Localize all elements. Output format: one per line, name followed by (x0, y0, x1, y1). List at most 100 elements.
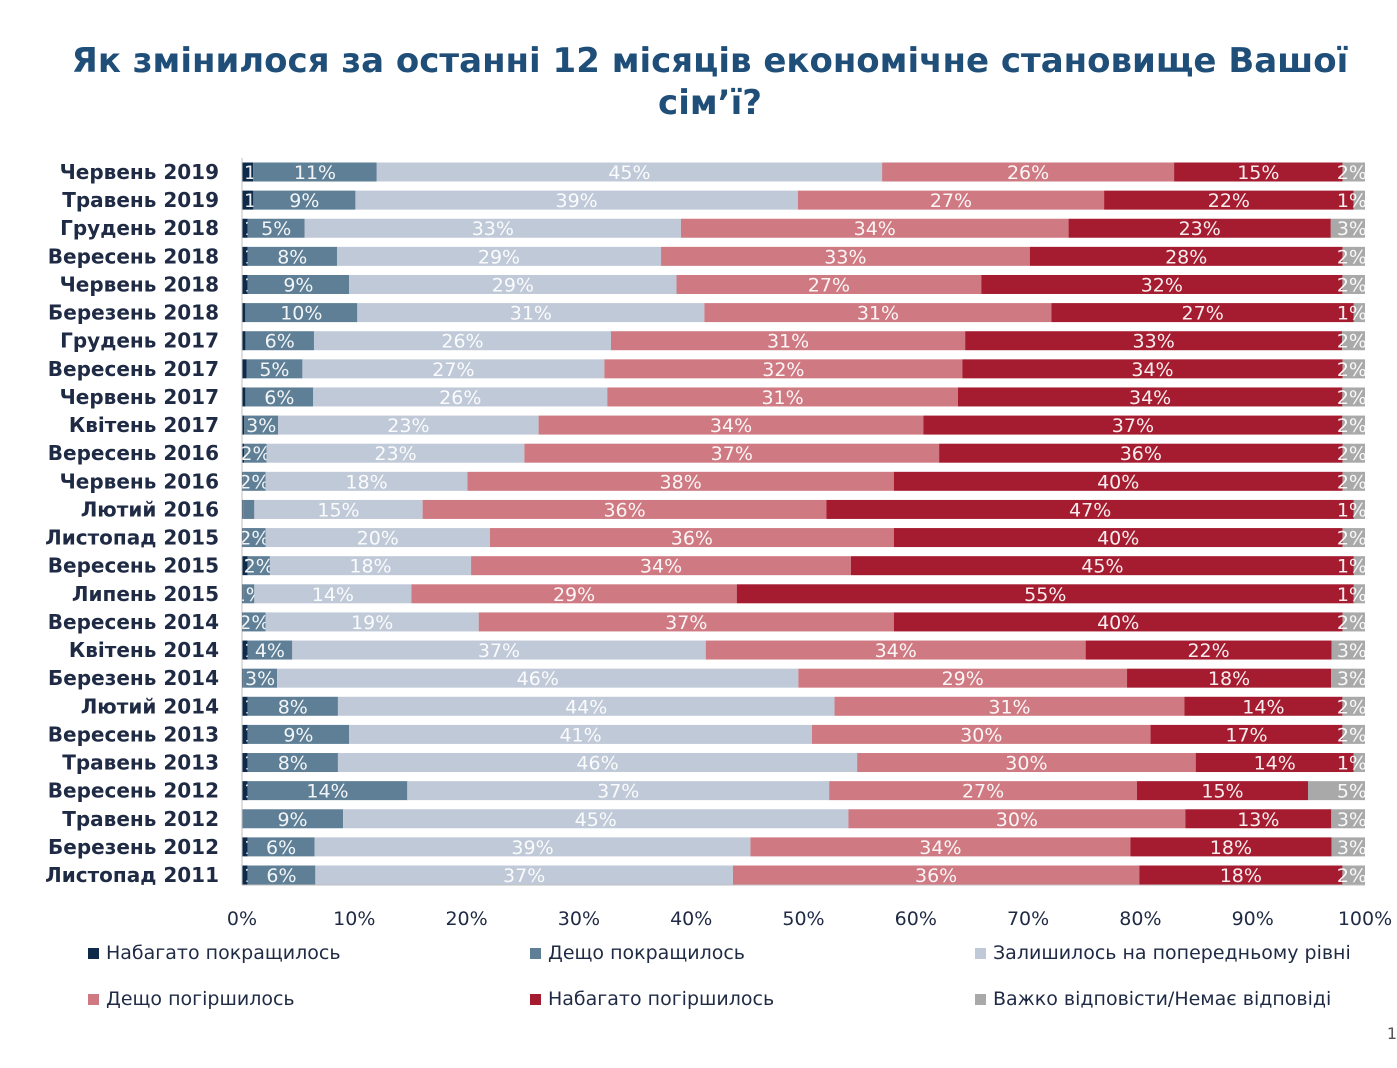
x-tick-label: 10% (333, 908, 375, 930)
data-label: 2% (1337, 865, 1367, 887)
data-label: 45% (608, 162, 650, 184)
bar-segment (1331, 809, 1365, 829)
data-label: 2% (1337, 612, 1367, 634)
bar-segment (315, 865, 733, 885)
bar-segment (242, 640, 248, 660)
data-label: 31% (761, 387, 803, 409)
data-label: 29% (553, 584, 595, 606)
bar-segment (242, 359, 247, 379)
bar-segment (242, 865, 248, 885)
data-label: 2% (1337, 246, 1367, 268)
data-label: 14% (1242, 696, 1284, 718)
data-label: 3% (1337, 809, 1367, 831)
bar-segment (242, 218, 248, 238)
bar-segment (811, 724, 1151, 744)
data-label: 18% (345, 471, 387, 493)
bar-segment (1353, 584, 1365, 604)
data-label: 2% (1337, 359, 1367, 381)
bar-segment (247, 781, 408, 801)
data-label: 27% (930, 190, 972, 212)
data-label: 14% (1254, 753, 1296, 775)
bar-segment (1068, 218, 1331, 238)
data-label: 1% (1337, 584, 1367, 606)
bar-segment (243, 528, 266, 548)
bar-segment (349, 724, 812, 744)
bar-segment (981, 274, 1343, 294)
page-number: 1 (1386, 1024, 1397, 1043)
bar-segment (1127, 668, 1332, 688)
bar-segment (247, 274, 350, 294)
bar-segment (314, 837, 751, 857)
bar-segment (266, 443, 525, 463)
bar-segment (242, 387, 246, 407)
bar-segment (253, 162, 377, 182)
bar-segment (893, 528, 1343, 548)
bar-segment (1342, 865, 1365, 885)
data-label: 34% (875, 640, 917, 662)
bar-segment (1342, 274, 1365, 294)
bar-segment (242, 415, 245, 435)
bar-segment (242, 837, 248, 857)
data-label: 3% (1337, 837, 1367, 859)
data-label: 26% (441, 331, 483, 353)
bar-segment (524, 443, 940, 463)
bar-segment (247, 753, 338, 773)
category-label: Листопад 2011 (45, 863, 219, 887)
bar-segment (242, 246, 248, 266)
bar-segment (247, 724, 350, 744)
data-label: 2% (1337, 696, 1367, 718)
bar-segment (538, 415, 924, 435)
category-label: Грудень 2018 (60, 216, 219, 240)
data-label: 33% (824, 246, 866, 268)
bar-segment (411, 584, 737, 604)
bar-segment (893, 471, 1343, 491)
bar-segment (242, 443, 245, 463)
data-label: 31% (510, 303, 552, 325)
data-label: 34% (854, 218, 896, 240)
bar-segment (302, 359, 605, 379)
bar-segment (1029, 246, 1343, 266)
bar-segment (1195, 753, 1354, 773)
data-label: 4% (255, 640, 285, 662)
category-label: Травень 2019 (62, 188, 219, 212)
bar-segment (243, 612, 266, 632)
data-label: 27% (808, 274, 850, 296)
bar-segment (1342, 696, 1365, 716)
bar-segment (732, 865, 1140, 885)
bar-segment (243, 471, 266, 491)
data-label: 2% (239, 612, 269, 634)
data-label: 20% (357, 528, 399, 550)
category-label: Березень 2012 (48, 835, 219, 859)
data-label: 3% (1337, 640, 1367, 662)
bar-segment (1353, 303, 1365, 323)
data-label: 37% (711, 443, 753, 465)
bar-segment (1174, 162, 1343, 182)
bar-segment (245, 387, 314, 407)
data-label: 2% (1337, 274, 1367, 296)
data-label: 37% (597, 781, 639, 803)
data-label: 6% (264, 387, 294, 409)
bar-segment (304, 218, 681, 238)
bar-segment (489, 528, 894, 548)
bar-segment (848, 809, 1186, 829)
bar-segment (604, 359, 963, 379)
bar-segment (277, 668, 799, 688)
category-label: Листопад 2015 (45, 526, 219, 550)
data-label: 37% (503, 865, 545, 887)
data-label: 40% (1097, 528, 1139, 550)
bar-segment (1342, 387, 1365, 407)
data-label: 18% (1210, 837, 1252, 859)
data-label: 15% (317, 499, 359, 521)
category-label: Травень 2013 (62, 751, 219, 775)
data-label: 29% (492, 274, 534, 296)
bar-segment (962, 359, 1343, 379)
bar-segment (1085, 640, 1332, 660)
data-label: 18% (349, 556, 391, 578)
data-label: 31% (857, 303, 899, 325)
data-label: 1% (1337, 499, 1367, 521)
bar-segment (422, 499, 827, 519)
bar-segment (242, 781, 248, 801)
bar-segment (736, 584, 1354, 604)
data-label: 11% (294, 162, 336, 184)
